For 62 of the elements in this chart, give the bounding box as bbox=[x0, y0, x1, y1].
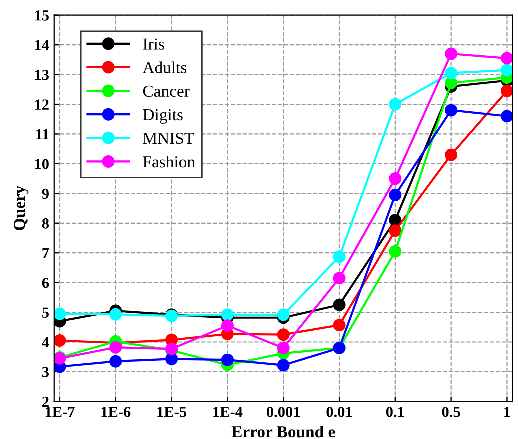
point bbox=[333, 298, 346, 312]
point bbox=[221, 308, 234, 322]
point bbox=[277, 342, 290, 354]
y-tick-label: 4 bbox=[42, 337, 50, 348]
y-tick-label: 2 bbox=[42, 396, 49, 407]
point bbox=[500, 52, 513, 65]
x-axis-title: Error Bound e bbox=[232, 426, 336, 438]
x-tick-label: 1E-5 bbox=[158, 407, 187, 418]
point bbox=[333, 319, 346, 332]
y-tick-label: 14 bbox=[35, 40, 50, 50]
y-tick-label: 8 bbox=[42, 218, 50, 229]
legend-label: Iris bbox=[143, 38, 164, 50]
point bbox=[221, 354, 234, 366]
legend-label: MNIST bbox=[143, 132, 194, 144]
point bbox=[389, 98, 402, 111]
legend-label: Adults bbox=[142, 62, 187, 74]
point bbox=[445, 104, 458, 117]
y-tick-label: 5 bbox=[42, 308, 49, 318]
point bbox=[221, 320, 234, 332]
y-tick-label: 9 bbox=[42, 188, 49, 200]
point bbox=[277, 308, 290, 322]
y-tick-label: 6 bbox=[42, 278, 50, 288]
y-tick-label: 10 bbox=[35, 159, 49, 170]
y-tick-label: 11 bbox=[36, 129, 49, 140]
y-axis-title: Query bbox=[14, 186, 29, 230]
point bbox=[333, 272, 346, 285]
point bbox=[277, 359, 290, 372]
point bbox=[389, 172, 402, 186]
point bbox=[445, 48, 458, 60]
point bbox=[445, 76, 458, 90]
x-tick-label: 0.001 bbox=[267, 406, 300, 418]
x-tick-label: 1E-7 bbox=[46, 407, 75, 418]
point bbox=[277, 328, 290, 342]
point bbox=[54, 334, 66, 348]
point bbox=[54, 308, 66, 320]
point bbox=[110, 341, 122, 354]
point bbox=[110, 355, 122, 368]
y-tick-label: 7 bbox=[42, 248, 50, 258]
point bbox=[445, 148, 458, 162]
point bbox=[389, 224, 402, 238]
point bbox=[389, 188, 402, 202]
point bbox=[333, 250, 346, 264]
point bbox=[389, 245, 402, 258]
y-tick-label: 15 bbox=[35, 10, 49, 21]
x-tick-label: 1E-4 bbox=[214, 407, 243, 418]
legend-label: Cancer bbox=[143, 86, 190, 98]
legend-label: Digits bbox=[143, 109, 183, 124]
point bbox=[500, 110, 513, 123]
point bbox=[445, 67, 458, 80]
legend-label: Fashion bbox=[143, 156, 196, 168]
y-tick-label: 12 bbox=[35, 100, 49, 110]
point bbox=[166, 352, 178, 366]
x-tick-label: 0.5 bbox=[442, 406, 460, 418]
point bbox=[110, 308, 122, 321]
x-tick-label: 1 bbox=[504, 407, 510, 418]
x-tick-label: 1E-6 bbox=[102, 407, 131, 418]
point bbox=[500, 64, 513, 77]
y-tick-label: 13 bbox=[35, 70, 50, 80]
x-tick-label: 0.1 bbox=[386, 406, 404, 418]
point bbox=[500, 84, 513, 98]
y-tick-label: 3 bbox=[42, 367, 50, 378]
x-tick-label: 0.01 bbox=[326, 406, 352, 418]
